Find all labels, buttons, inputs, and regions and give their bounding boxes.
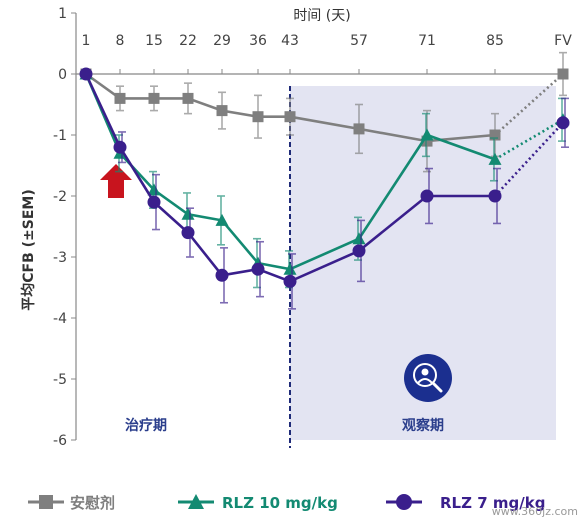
- legend-label: RLZ 10 mg/kg: [222, 494, 338, 512]
- data-point: [284, 111, 296, 123]
- treatment-phase-label: 治疗期: [125, 417, 167, 434]
- legend-item-placebo: 安慰剂: [28, 494, 115, 512]
- data-point: [147, 195, 161, 209]
- data-point: [283, 262, 297, 275]
- data-point: [421, 135, 433, 147]
- data-point: [283, 274, 297, 288]
- y-axis-title: 平均CFB (±SEM): [20, 189, 37, 311]
- data-point: [352, 232, 366, 245]
- series-rlz7: [79, 67, 570, 310]
- x-tick-label: 22: [179, 33, 197, 49]
- x-tick-label: 15: [145, 33, 163, 49]
- observation-phase-label: 观察期: [402, 417, 444, 434]
- data-point: [420, 189, 434, 203]
- data-point: [113, 140, 127, 154]
- x-tick-label: FV: [554, 33, 572, 49]
- data-point: [215, 213, 229, 226]
- legend-label: RLZ 7 mg/kg: [440, 494, 545, 512]
- data-point: [557, 68, 569, 80]
- icon-body: [417, 378, 433, 384]
- icon-head: [421, 368, 429, 376]
- series-line-placebo: [85, 72, 496, 143]
- legend-item-rlz7: RLZ 7 mg/kg: [386, 494, 545, 512]
- y-tick-label: 0: [58, 67, 67, 83]
- data-point: [114, 92, 126, 104]
- y-tick-label: -2: [53, 189, 67, 205]
- data-point: [488, 189, 502, 203]
- series-line-fv-rlz7: [494, 121, 564, 197]
- legend-item-rlz10: RLZ 10 mg/kg: [178, 494, 338, 512]
- data-point: [216, 105, 228, 117]
- search-person-icon: [404, 354, 452, 402]
- series-line-fv-placebo: [494, 73, 564, 136]
- treatment-arrow-icon: [100, 164, 132, 198]
- data-point: [148, 92, 160, 104]
- data-point: [252, 111, 264, 123]
- data-point: [489, 129, 501, 141]
- x-axis-title: 时间 (天): [293, 8, 350, 24]
- icon-handle: [431, 381, 443, 393]
- y-tick-label: -5: [53, 372, 67, 388]
- x-tick-label: 8: [116, 33, 125, 49]
- data-point: [353, 123, 365, 135]
- data-point: [251, 262, 265, 276]
- y-tick-label: 1: [58, 6, 67, 22]
- data-point: [147, 183, 161, 196]
- x-tick-label: 85: [486, 33, 504, 49]
- data-point: [79, 67, 93, 81]
- series-rlz10: [79, 67, 570, 289]
- data-point: [352, 244, 366, 258]
- series-line-fv-rlz10: [494, 118, 564, 161]
- watermark: www.360jz.com: [492, 505, 578, 518]
- x-tick-label: 36: [249, 33, 267, 49]
- data-point: [39, 495, 53, 509]
- x-tick-label: 71: [418, 33, 436, 49]
- data-point: [181, 226, 195, 240]
- data-point: [181, 207, 195, 220]
- data-point: [488, 152, 502, 165]
- data-point: [420, 128, 434, 141]
- icon-badge: [404, 354, 452, 402]
- icon-lens: [413, 363, 437, 387]
- y-tick-label: -3: [53, 250, 67, 266]
- series-line-rlz7: [84, 73, 495, 283]
- x-tick-label: 43: [281, 33, 299, 49]
- x-tick-label: 29: [213, 33, 231, 49]
- y-tick-label: -4: [53, 311, 67, 327]
- data-point: [188, 494, 204, 509]
- x-tick-label: 57: [350, 33, 368, 49]
- y-tick-label: -1: [53, 128, 67, 144]
- series-line-rlz10: [84, 73, 496, 271]
- data-point: [556, 116, 570, 130]
- data-point: [215, 268, 229, 282]
- data-point: [396, 494, 412, 510]
- data-point: [182, 92, 194, 104]
- y-tick-label: -6: [53, 433, 67, 449]
- x-tick-label: 1: [82, 33, 91, 49]
- legend-label: 安慰剂: [70, 494, 115, 512]
